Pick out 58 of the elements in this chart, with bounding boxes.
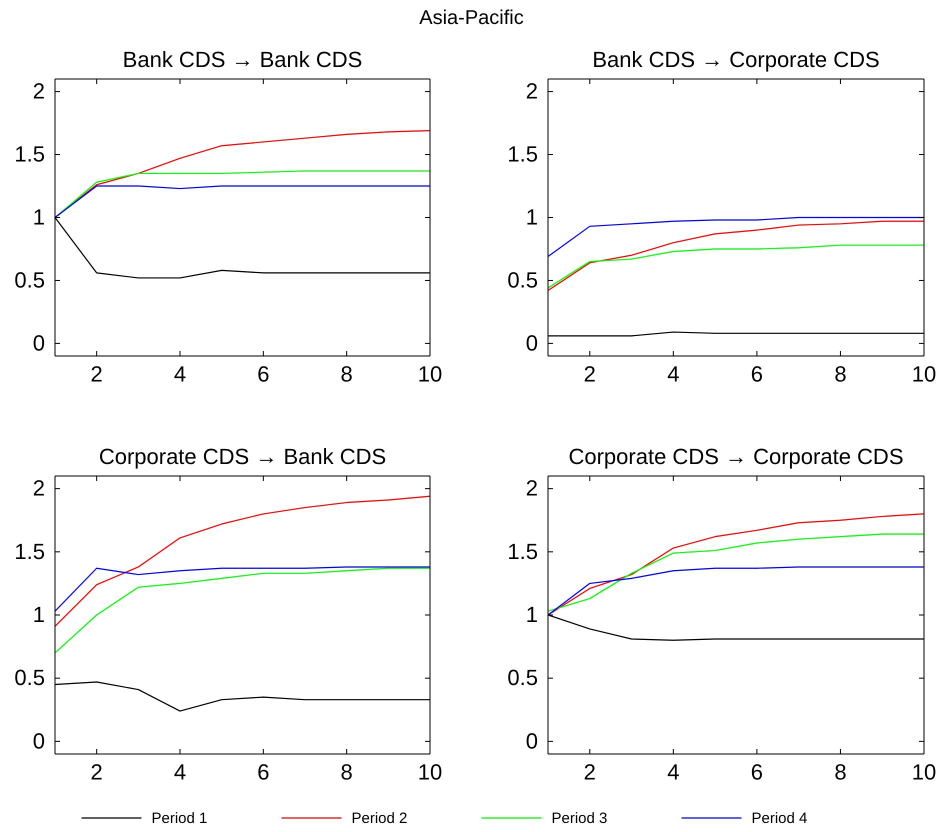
y-tick-label: 1 <box>32 204 45 230</box>
x-tick-label: 10 <box>912 362 936 387</box>
x-tick-label: 4 <box>174 362 186 387</box>
line-series <box>548 220 924 292</box>
x-tick-label: 4 <box>667 362 680 387</box>
x-tick-label: 4 <box>667 760 680 785</box>
chart-title: Bank CDS → Bank CDS <box>122 47 362 72</box>
legend-label: Period 3 <box>552 810 608 827</box>
x-tick-label: 6 <box>257 362 270 387</box>
y-tick-label: 2 <box>526 78 538 104</box>
y-tick-label: 2 <box>526 476 538 501</box>
y-tick-label: 2 <box>32 78 45 104</box>
line-series <box>548 513 924 616</box>
legend-label: Period 2 <box>352 810 408 827</box>
y-tick-label: 0.5 <box>14 665 45 690</box>
y-tick-label: 0 <box>32 728 45 754</box>
x-tick-label: 2 <box>584 362 596 387</box>
y-tick-label: 2 <box>32 476 45 501</box>
y-tick-label: 0 <box>526 330 538 356</box>
line-series <box>55 170 430 218</box>
text: Asia-Pacific <box>419 7 524 29</box>
line-series <box>55 566 430 612</box>
x-tick-label: 4 <box>174 760 186 785</box>
x-tick-label: 8 <box>340 362 353 387</box>
chart-title: Corporate CDS → Corporate CDS <box>568 444 904 469</box>
chart-title: Bank CDS → Corporate CDS <box>592 47 880 72</box>
y-tick-label: 1 <box>526 204 538 230</box>
line-series <box>548 244 924 289</box>
legend-label: Period 4 <box>752 810 808 827</box>
y-tick-label: 0.5 <box>14 267 45 292</box>
x-tick-label: 8 <box>834 362 847 387</box>
y-tick-label: 1.5 <box>507 538 538 564</box>
y-tick-label: 1 <box>32 602 45 628</box>
y-tick-label: 1 <box>526 602 538 628</box>
y-tick-label: 1.5 <box>14 142 45 167</box>
x-tick-label: 10 <box>418 362 442 387</box>
x-tick-label: 6 <box>257 760 270 785</box>
x-tick-label: 6 <box>750 362 764 387</box>
x-tick-label: 10 <box>912 760 936 785</box>
line-series <box>55 496 430 627</box>
y-tick-label: 0 <box>526 728 538 754</box>
x-tick-label: 6 <box>750 760 764 785</box>
x-tick-label: 2 <box>90 760 103 785</box>
line-series <box>548 534 924 612</box>
line-series <box>55 568 430 654</box>
x-tick-label: 8 <box>834 760 847 785</box>
legend-label: Period 1 <box>152 810 208 827</box>
y-tick-label: 0 <box>32 330 45 356</box>
y-tick-label: 0.5 <box>507 665 538 690</box>
chart-title: Corporate CDS → Bank CDS <box>98 444 386 469</box>
y-tick-label: 1.5 <box>507 142 538 167</box>
x-tick-label: 10 <box>418 760 442 785</box>
x-tick-label: 2 <box>584 760 596 785</box>
line-series <box>548 566 924 616</box>
x-tick-label: 8 <box>340 760 353 785</box>
y-tick-label: 0.5 <box>507 267 538 292</box>
x-tick-label: 2 <box>90 362 103 387</box>
y-tick-label: 1.5 <box>14 538 45 564</box>
